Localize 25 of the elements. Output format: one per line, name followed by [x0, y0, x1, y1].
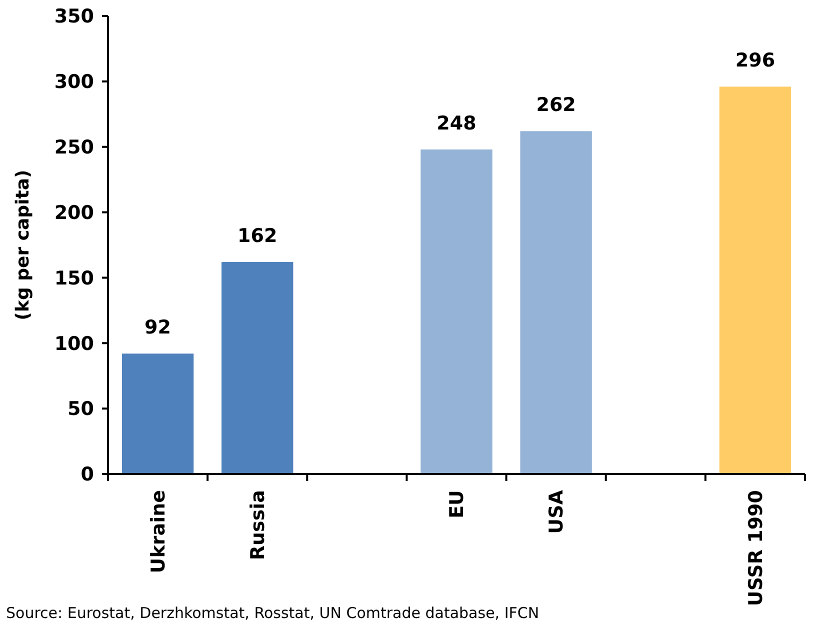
data-label: 248: [436, 112, 476, 134]
bar: [719, 86, 792, 474]
x-tick-label: EU: [446, 490, 468, 518]
x-tick-label: USSR 1990: [744, 490, 767, 606]
data-label: 162: [238, 225, 278, 248]
x-tick-label: Ukraine: [147, 490, 170, 574]
y-tick-label: 250: [54, 136, 94, 159]
bar: [122, 354, 194, 474]
y-tick-label: 50: [68, 398, 94, 420]
y-tick-label: 0: [80, 464, 94, 486]
x-tick-label: Russia: [247, 490, 270, 560]
y-tick-label: 200: [54, 202, 94, 224]
data-label: 262: [536, 94, 576, 116]
y-axis-title: (kg per capita): [12, 170, 34, 320]
y-tick-label: 100: [54, 332, 94, 355]
source-note: Source: Eurostat, Derzhkomstat, Rosstat, UN Comtrade database, IFCN: [6, 604, 540, 622]
bar: [420, 149, 492, 474]
y-tick-label: 150: [54, 267, 94, 290]
data-label: 92: [144, 316, 172, 339]
y-tick-label: 350: [54, 6, 94, 28]
bar: [222, 262, 294, 474]
bar: [520, 131, 592, 474]
y-tick-label: 300: [54, 71, 94, 94]
x-tick-label: USA: [546, 490, 568, 534]
data-label: 296: [735, 50, 776, 72]
